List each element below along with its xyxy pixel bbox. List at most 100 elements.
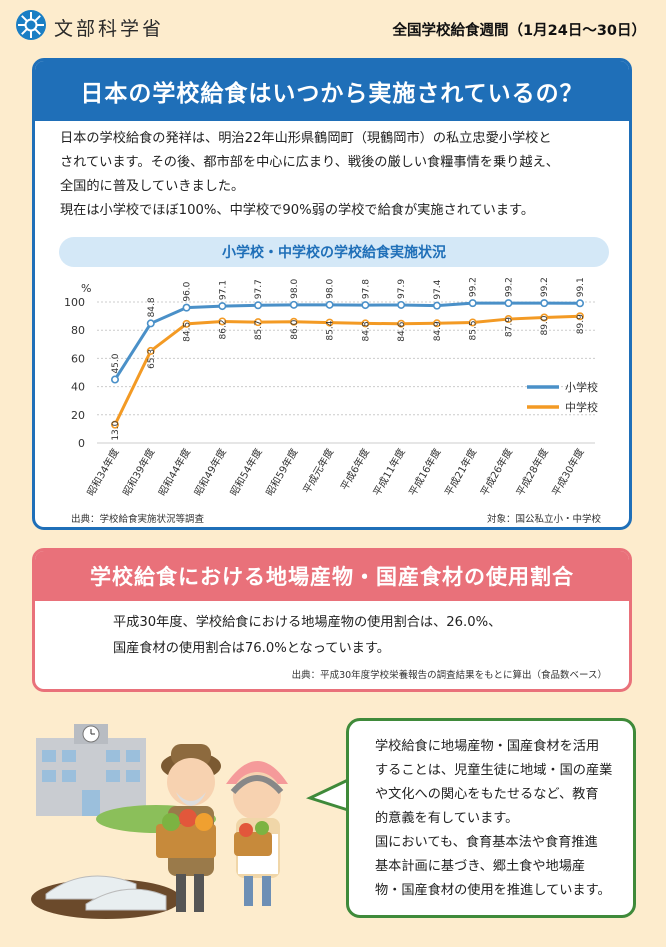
- farmer-woman-icon: [226, 761, 288, 906]
- data-point: [468, 299, 477, 308]
- data-point: [432, 319, 441, 328]
- data-point: [468, 318, 477, 327]
- x-tick-label: 平成28年度: [513, 446, 551, 498]
- section-school-lunch-history: 日本の学校給食はいつから実施されているの？ 日本の学校給食の発祥は、明治22年山…: [32, 58, 632, 530]
- data-point: [361, 319, 370, 328]
- x-tick-label: 昭和34年度: [84, 446, 122, 498]
- bubble-line-5: 国においても、食育基本法や食育推進: [375, 835, 598, 850]
- y-tick-label: 100: [64, 296, 85, 309]
- x-tick-label: 平成16年度: [406, 446, 444, 498]
- data-point: [504, 315, 513, 324]
- data-label: 97.9: [397, 279, 407, 299]
- bubble-line-3: や文化への関心をもたせるなど、教育: [375, 787, 599, 802]
- bubble-line-6: 基本計画に基づき、郷土食や地場産: [375, 859, 586, 874]
- data-label: 85.5: [469, 320, 479, 340]
- data-point: [397, 300, 406, 309]
- data-point: [361, 301, 370, 310]
- data-point: [325, 300, 334, 309]
- data-label: 84.9: [433, 321, 443, 341]
- bubble-line-2: することは、児童生徒に地域・国の産業: [375, 763, 613, 778]
- data-label: 98.0: [290, 279, 300, 299]
- x-tick-label: 平成元年度: [300, 446, 336, 496]
- intro-line-3: 全国的に普及していきました。: [60, 179, 245, 194]
- section2-source: 出典：平成30年度学校栄養報告の調査結果をもとに算出（食品数ベース）: [291, 670, 607, 681]
- chart-title: 小学校・中学校の学校給食実施状況: [59, 237, 609, 267]
- data-label: 84.5: [183, 322, 193, 342]
- week-title: 全国学校給食週間（1月24日〜30日）: [392, 23, 646, 39]
- bubble-line-7: 物・国産食材の使用を推進しています。: [375, 883, 611, 898]
- y-tick-label: 0: [78, 437, 85, 450]
- y-tick-label: 40: [71, 381, 85, 394]
- data-label: 85.7: [254, 320, 264, 340]
- data-point: [146, 346, 155, 355]
- speech-bubble: 学校給食に地場産物・国産食材を活用 することは、児童生徒に地域・国の産業 や文化…: [346, 718, 636, 918]
- y-tick-label: 20: [71, 409, 85, 422]
- local-produce-line-1: 平成30年度、学校給食における地場産物の使用割合は、26.0%、: [113, 615, 502, 630]
- data-label: 65.3: [147, 349, 157, 369]
- data-point: [540, 313, 549, 322]
- data-label: 45.0: [111, 353, 121, 373]
- intro-line-1: 日本の学校給食の発祥は、明治22年山形県鶴岡町（現鶴岡市）の私立忠愛小学校と: [60, 131, 552, 146]
- x-tick-label: 平成6年度: [338, 446, 372, 493]
- x-tick-label: 平成21年度: [442, 446, 480, 498]
- data-point: [289, 317, 298, 326]
- data-label: 84.8: [361, 321, 371, 341]
- mext-emblem-icon: [16, 10, 46, 40]
- x-tick-label: 昭和54年度: [227, 446, 265, 498]
- bubble-line-4: 的意義を有しています。: [375, 811, 519, 826]
- intro-line-4: 現在は小学校でほぼ100%、中学校で90%弱の学校で給食が実施されています。: [60, 203, 535, 218]
- data-point: [146, 319, 155, 328]
- data-label: 87.9: [504, 317, 514, 337]
- y-tick-label: 60: [71, 352, 85, 365]
- data-label: 99.2: [504, 277, 514, 297]
- bubble-line-1: 学校給食に地場産物・国産食材を活用: [375, 739, 600, 754]
- data-label: 97.1: [218, 280, 228, 300]
- data-point: [575, 299, 584, 308]
- data-label: 98.0: [326, 279, 336, 299]
- line-chart: 0 20 40 60 80 100 % 45.0 84.8 96.0 97.1 97.7 98.0 9…: [64, 277, 598, 498]
- x-tick-label: 昭和59年度: [263, 446, 301, 498]
- intro-line-2: されています。その後、都市部を中心に広まり、戦後の厳しい食糧事情を乗り越え、: [60, 155, 559, 170]
- logo-text: 文部科学省: [54, 18, 165, 40]
- data-label: 97.8: [361, 279, 371, 299]
- legend-label: 中学校: [565, 400, 598, 414]
- x-tick-label: 昭和39年度: [120, 446, 158, 498]
- farmers-illustration: [31, 724, 288, 919]
- data-label: 84.6: [397, 321, 407, 341]
- data-point: [182, 319, 191, 328]
- school-building-icon: [36, 724, 146, 816]
- data-point: [289, 300, 298, 309]
- data-label: 99.2: [540, 277, 550, 297]
- data-label: 13.0: [111, 420, 121, 440]
- farmer-man-icon: [156, 744, 221, 912]
- data-label: 85.4: [326, 320, 336, 340]
- data-point: [111, 375, 120, 384]
- data-label: 99.2: [469, 277, 479, 297]
- data-point: [218, 302, 227, 311]
- chart-target: 対象：国公私立小・中学校: [486, 514, 601, 525]
- x-tick-label: 平成26年度: [477, 446, 515, 498]
- y-tick-label: 80: [71, 324, 85, 337]
- data-label: 97.4: [433, 279, 443, 299]
- data-point: [575, 312, 584, 321]
- data-point: [397, 319, 406, 328]
- data-point: [504, 299, 513, 308]
- x-tick-label: 平成30年度: [549, 446, 587, 498]
- data-label: 86.2: [218, 319, 228, 339]
- data-label: 89.0: [540, 315, 550, 335]
- x-tick-label: 平成11年度: [370, 446, 408, 498]
- mext-logo: 文部科学省: [14, 8, 164, 44]
- section1-title: 日本の学校給食はいつから実施されているの？: [35, 61, 629, 121]
- x-tick-label: 昭和44年度: [156, 446, 194, 498]
- data-point: [325, 318, 334, 327]
- data-point: [540, 299, 549, 308]
- data-point: [254, 318, 263, 327]
- section-local-produce: 学校給食における地場産物・国産食材の使用割合 平成30年度、学校給食における地場…: [32, 548, 632, 692]
- chart-source: 出典：学校給食実施状況等調査: [71, 514, 205, 525]
- data-label: 89.9: [576, 314, 586, 334]
- x-tick-label: 昭和49年度: [191, 446, 229, 498]
- data-label: 84.8: [147, 297, 157, 317]
- y-axis-unit: %: [81, 282, 91, 295]
- data-label: 86.0: [290, 319, 300, 339]
- data-point: [432, 301, 441, 310]
